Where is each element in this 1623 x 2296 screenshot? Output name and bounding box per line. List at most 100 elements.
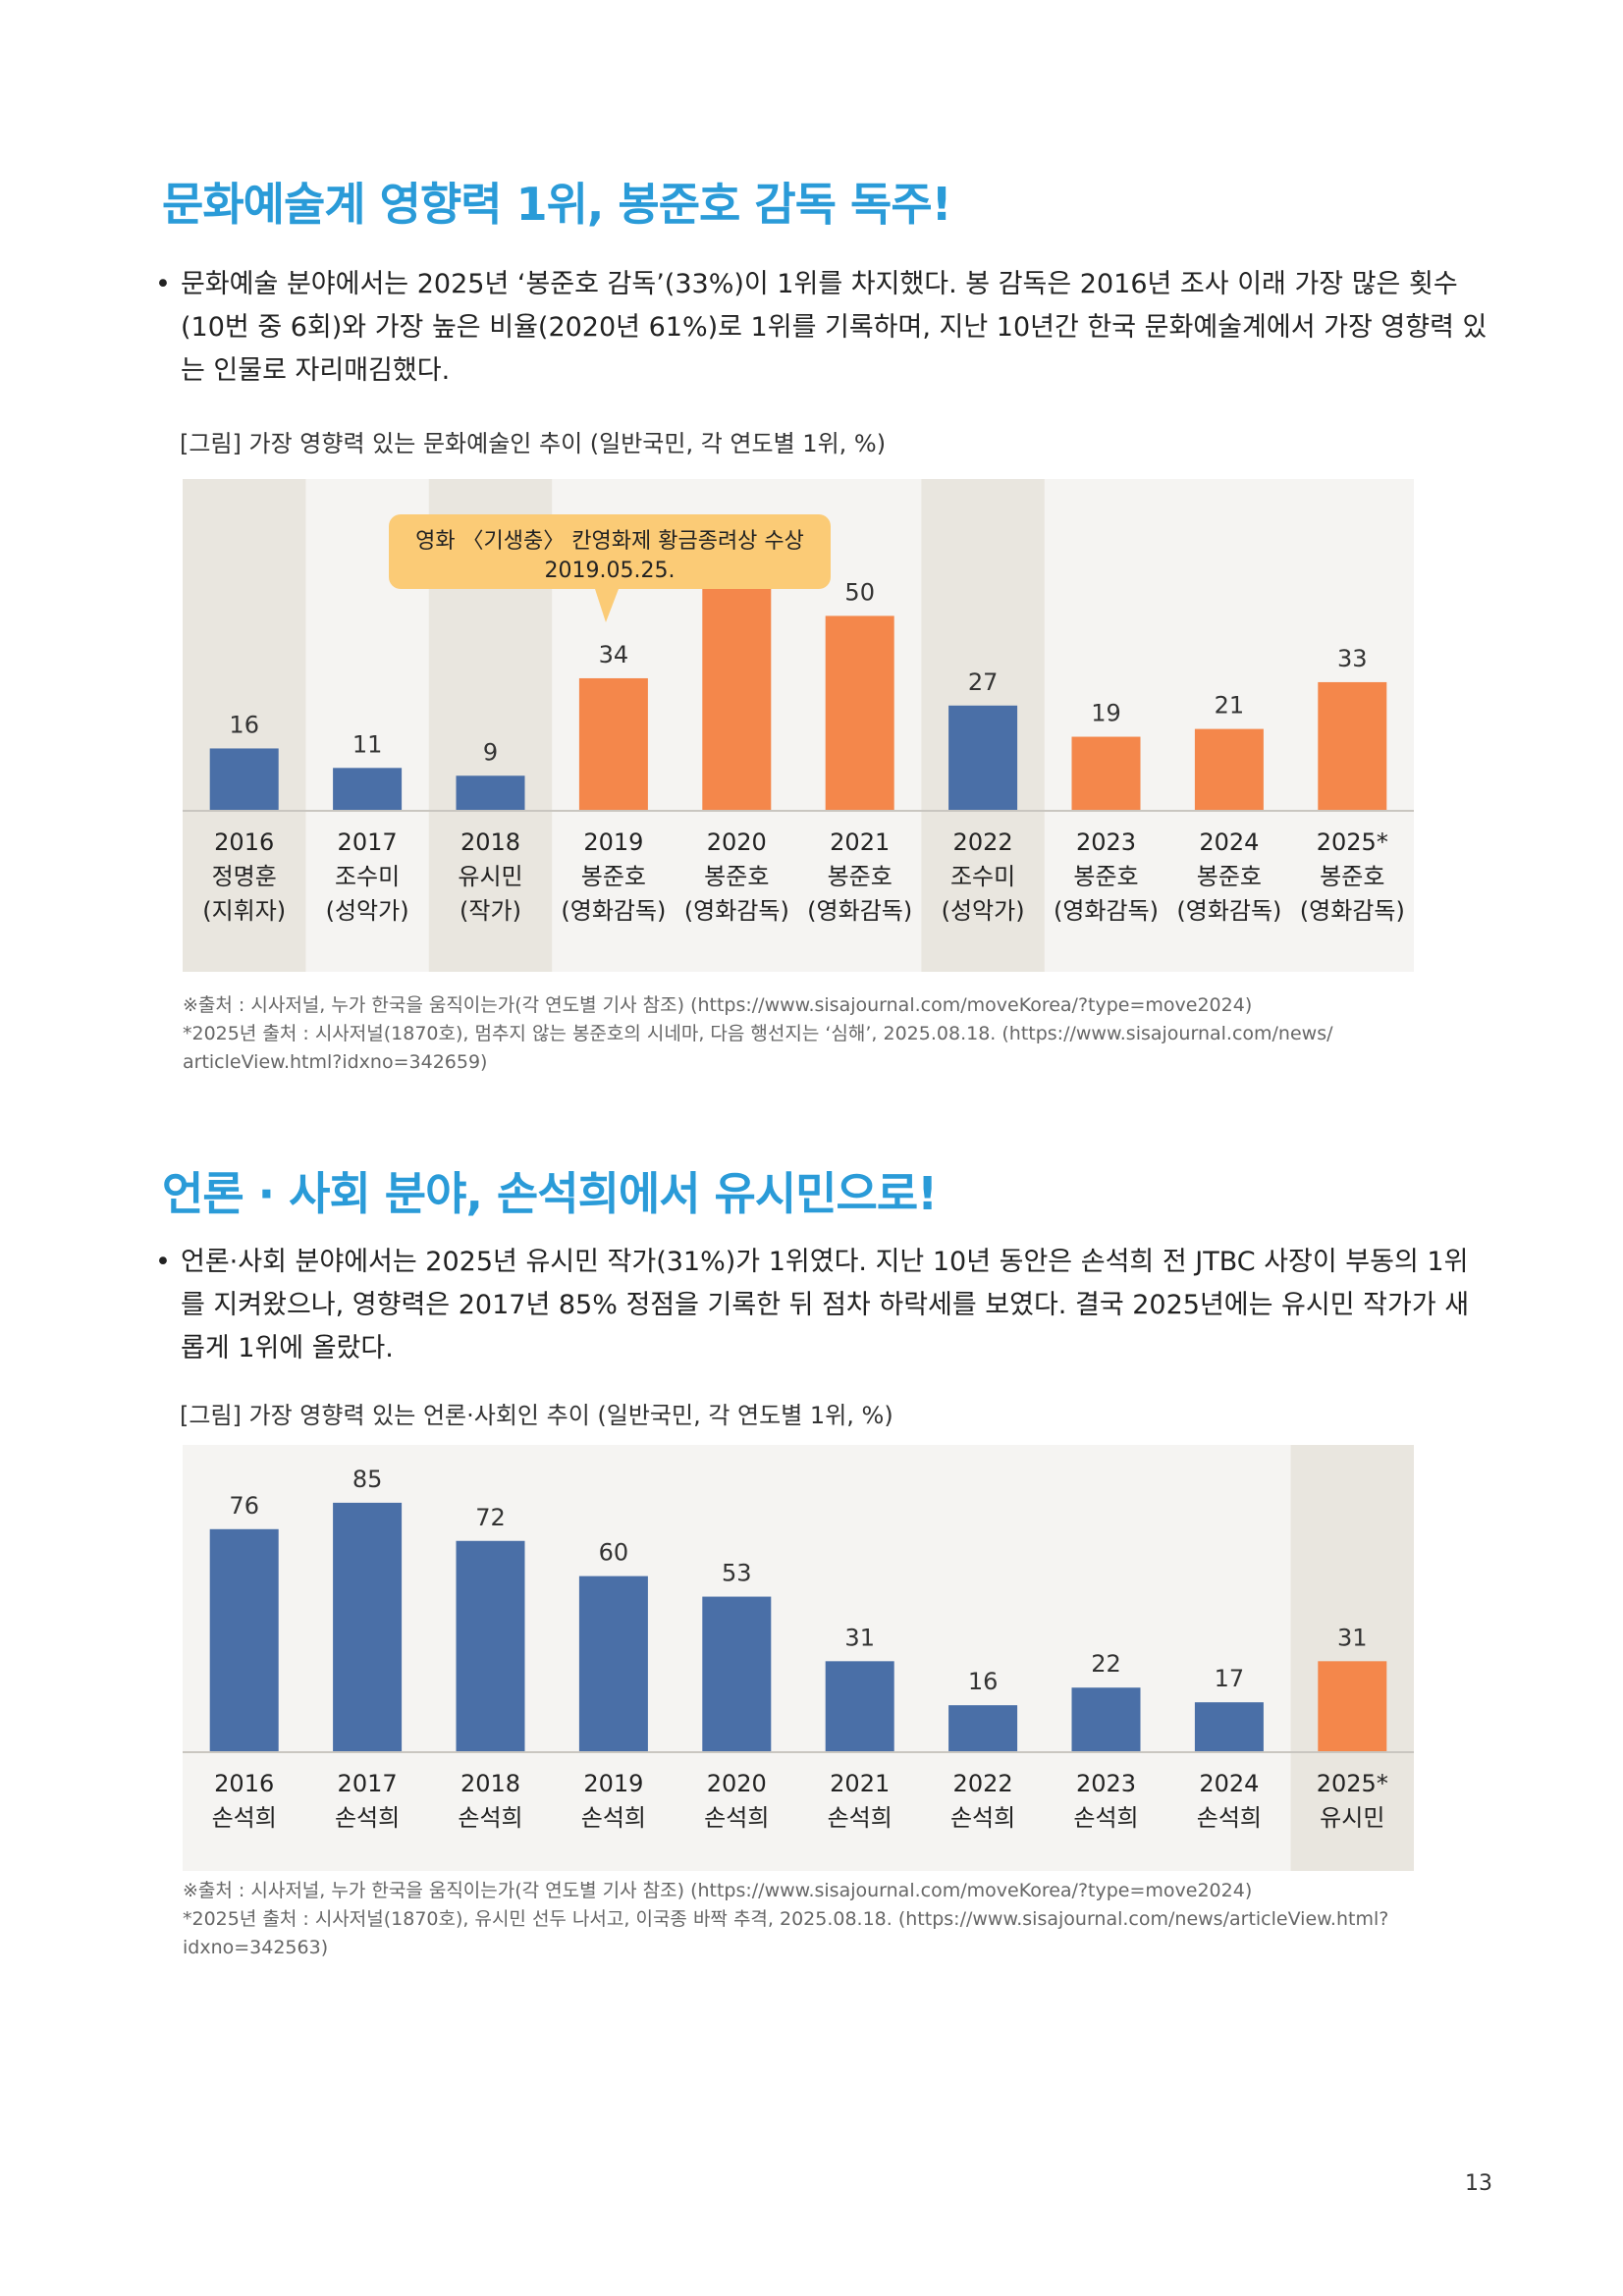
section-heading-media: 언론 · 사회 분야, 손석희에서 유시민으로! [162, 1167, 938, 1220]
x-tick-label: 2022 [953, 828, 1013, 856]
person-name-label: 손석희 [1073, 1804, 1138, 1832]
figure-caption-culture: [그림] 가장 영향력 있는 문화예술인 추이 (일반국민, 각 연도별 1위,… [180, 430, 887, 457]
data-label: 16 [229, 711, 259, 738]
person-name-label: 손석희 [704, 1804, 769, 1832]
role-label: (영화감독) [684, 897, 789, 925]
x-tick-label: 2016 [214, 828, 274, 856]
x-tick-label: 2017 [338, 1770, 398, 1797]
person-name-label: 손석희 [828, 1804, 893, 1832]
x-tick-label: 2018 [460, 828, 520, 856]
person-name-label: 손석희 [581, 1804, 646, 1832]
person-name-label: 조수미 [950, 863, 1015, 890]
page-number: 13 [1465, 2171, 1492, 2196]
bar [1318, 681, 1387, 811]
bullet-text: 문화예술 분야에서는 2025년 ‘봉준호 감독’(33%)이 1위를 차지했다… [181, 269, 1488, 386]
chart-media: 76 85 72 60 53 31 16 22 17 31 2016 손석희 2017 손석희 2018 손… [183, 1445, 1414, 1871]
bar [1071, 736, 1141, 811]
data-label: 72 [475, 1504, 506, 1531]
data-label: 17 [1215, 1665, 1245, 1692]
x-tick-label: 2018 [460, 1770, 520, 1797]
data-label: 31 [1337, 1624, 1368, 1651]
data-label: 60 [599, 1539, 629, 1567]
source-line: *2025년 출처 : 시사저널(1870호), 멈추지 않는 봉준호의 시네마… [183, 1023, 1333, 1044]
bullet-dot: • [155, 1247, 171, 1277]
bullet-paragraph-media: • 언론·사회 분야에서는 2025년 유시민 작가(31%)가 1위였다. 지… [155, 1241, 1490, 1370]
role-label: (성악가) [326, 897, 409, 925]
bullet-text: 언론·사회 분야에서는 2025년 유시민 작가(31%)가 1위였다. 지난 … [181, 1247, 1470, 1363]
chart-culture: 1611934615027192133 2016정명훈(지휘자)2017조수미(… [183, 479, 1414, 972]
section-heading-culture: 문화예술계 영향력 1위, 봉준호 감독 독주! [162, 178, 952, 231]
person-name-label: 손석희 [1197, 1804, 1262, 1832]
x-tick-label: 2023 [1076, 828, 1136, 856]
data-label: 50 [844, 578, 875, 606]
bar [333, 768, 403, 811]
x-tick-label: 2024 [1199, 1770, 1259, 1797]
data-label: 76 [229, 1492, 259, 1520]
bar [209, 748, 279, 811]
bar [948, 705, 1018, 811]
x-tick-label: 2020 [707, 1770, 767, 1797]
person-name-label: 봉준호 [1073, 863, 1138, 890]
source-line: *2025년 출처 : 시사저널(1870호), 유시민 선두 나서고, 이국종… [183, 1908, 1389, 1930]
person-name-label: 유시민 [1320, 1804, 1384, 1832]
data-label: 27 [968, 668, 999, 696]
person-name-label: 손석희 [212, 1804, 277, 1832]
bar [1194, 1702, 1264, 1752]
role-label: (작가) [460, 897, 521, 925]
role-label: (영화감독) [807, 897, 912, 925]
role-label: (영화감독) [1300, 897, 1405, 925]
person-name-label: 손석희 [950, 1804, 1015, 1832]
role-label: (영화감독) [561, 897, 666, 925]
person-name-label: 봉준호 [1197, 863, 1262, 890]
person-name-label: 봉준호 [581, 863, 646, 890]
data-label: 9 [483, 738, 498, 766]
bar [1194, 728, 1264, 811]
bar [1071, 1687, 1141, 1752]
callout-line-1: 영화 〈기생충〉 칸영화제 황금종려상 수상 [415, 529, 804, 554]
bar [456, 775, 525, 811]
callout: 영화 〈기생충〉 칸영화제 황금종려상 수상 2019.05.25. [389, 514, 831, 622]
chart-culture-svg: 1611934615027192133 2016정명훈(지휘자)2017조수미(… [183, 479, 1414, 972]
x-tick-label: 2022 [953, 1770, 1013, 1797]
x-tick-label: 2025* [1317, 828, 1388, 856]
data-label: 19 [1091, 700, 1121, 727]
bullet-paragraph-culture: • 문화예술 분야에서는 2025년 ‘봉준호 감독’(33%)이 1위를 차지… [155, 263, 1490, 393]
x-tick-label: 2023 [1076, 1770, 1136, 1797]
data-label: 33 [1337, 645, 1368, 672]
x-tick-label: 2024 [1199, 828, 1259, 856]
bar [333, 1502, 403, 1752]
data-label: 16 [968, 1668, 999, 1695]
bar [825, 615, 894, 811]
bar [948, 1705, 1018, 1752]
x-tick-label: 2021 [830, 1770, 890, 1797]
bar [702, 572, 772, 811]
data-label: 85 [352, 1466, 383, 1493]
highlight-band [183, 479, 306, 972]
bar [702, 1596, 772, 1752]
callout-line-2: 2019.05.25. [545, 559, 676, 583]
x-tick-label: 2021 [830, 828, 890, 856]
callout-box [389, 514, 831, 589]
highlight-band [1290, 1445, 1414, 1871]
role-label: (지휘자) [202, 897, 286, 925]
x-tick-label: 2016 [214, 1770, 274, 1797]
data-label: 21 [1215, 692, 1245, 720]
source-note-media: ※출처 : 시사저널, 누가 한국을 움직이는가(각 연도별 기사 참조) (h… [183, 1877, 1449, 1962]
person-name-label: 봉준호 [828, 863, 893, 890]
figure-caption-media: [그림] 가장 영향력 있는 언론·사회인 추이 (일반국민, 각 연도별 1위… [180, 1402, 893, 1429]
bar [578, 1575, 648, 1752]
person-name-label: 정명훈 [212, 863, 277, 890]
bullet-dot: • [155, 269, 171, 299]
person-name-label: 손석희 [335, 1804, 400, 1832]
bar [578, 677, 648, 811]
data-label: 22 [1091, 1650, 1121, 1678]
source-line: ※출처 : 시사저널, 누가 한국을 움직이는가(각 연도별 기사 참조) (h… [183, 1880, 1253, 1901]
data-label: 11 [352, 730, 383, 758]
person-name-label: 손석희 [458, 1804, 522, 1832]
person-name-label: 조수미 [335, 863, 400, 890]
role-label: (영화감독) [1054, 897, 1159, 925]
bar [1318, 1661, 1387, 1752]
x-tick-label: 2017 [338, 828, 398, 856]
data-label: 34 [599, 641, 629, 668]
source-line: articleView.html?idxno=342659) [183, 1051, 488, 1073]
